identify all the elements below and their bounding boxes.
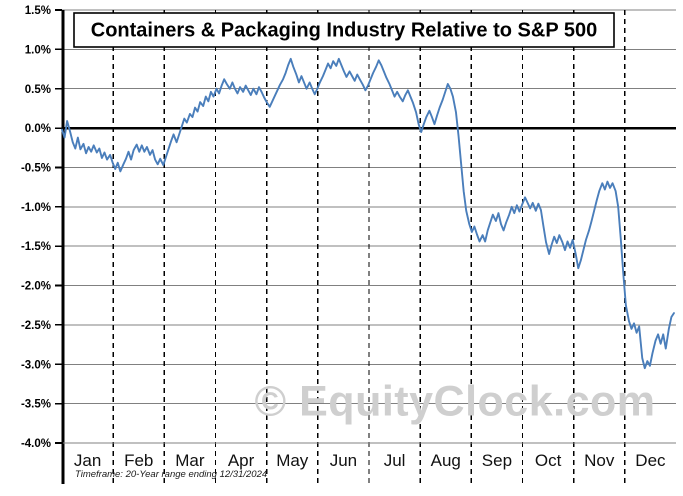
x-tick-label: Jan	[74, 451, 101, 470]
y-tick-label: -0.5%	[21, 162, 51, 174]
y-tick-label: -1.0%	[21, 202, 51, 214]
chart-title-box	[73, 12, 615, 48]
y-tick-label: 1.5%	[25, 5, 51, 17]
x-tick-label: Nov	[584, 451, 615, 470]
y-tick-label: -2.0%	[21, 281, 51, 293]
x-tick-label: Aug	[431, 451, 461, 470]
y-tick-label: -2.5%	[21, 320, 51, 332]
x-tick-label: Oct	[535, 451, 562, 470]
y-tick-label: -1.5%	[21, 241, 51, 253]
y-tick-label: -3.5%	[21, 399, 51, 411]
x-tick-label: Sep	[482, 451, 512, 470]
watermark: © EquityClock.com	[255, 377, 656, 425]
x-tick-label: Feb	[124, 451, 153, 470]
y-tick-label: 0.5%	[25, 84, 51, 96]
x-tick-label: Dec	[635, 451, 666, 470]
x-tick-label: Apr	[228, 451, 255, 470]
x-axis-tick-labels: Jan Feb Mar Apr May Jun Jul Aug Sep Oct Nov Dec	[74, 451, 666, 470]
y-tick-label: 1.0%	[25, 44, 51, 56]
x-tick-label: Jun	[330, 451, 357, 470]
x-tick-label: Jul	[384, 451, 406, 470]
chart-title: Containers & Packaging Industry Relative…	[91, 19, 597, 41]
y-axis-tick-labels: 1.5% 1.0% 0.5% 0.0% -0.5% -1.0% -1.5% -2.0% -2.5…	[21, 5, 51, 450]
x-tick-label: May	[276, 451, 309, 470]
y-axis-tick-marks	[55, 9, 62, 444]
x-tick-label: Mar	[175, 451, 205, 470]
y-tick-label: -3.0%	[21, 359, 51, 371]
y-tick-label: -4.0%	[21, 438, 51, 450]
timeframe-footnote: Timeframe: 20-Year range ending 12/31/20…	[75, 469, 267, 480]
y-tick-label: 0.0%	[25, 123, 51, 135]
data-series-line	[61, 57, 675, 370]
